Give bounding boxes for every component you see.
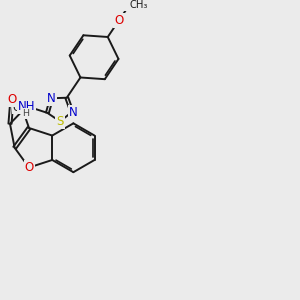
Text: CH₃: CH₃ (13, 103, 32, 113)
Text: CH₃: CH₃ (129, 0, 148, 10)
Text: H: H (22, 109, 29, 118)
Text: O: O (114, 14, 124, 27)
Text: O: O (25, 161, 34, 174)
Text: N: N (69, 106, 77, 118)
Text: NH: NH (18, 100, 35, 113)
Text: O: O (7, 93, 16, 106)
Text: N: N (47, 92, 56, 105)
Text: S: S (56, 115, 64, 128)
